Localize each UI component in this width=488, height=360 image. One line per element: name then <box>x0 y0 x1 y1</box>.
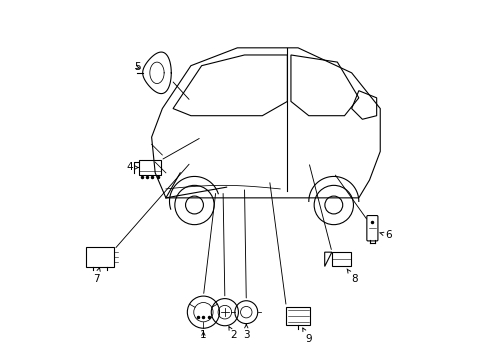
Bar <box>286 307 309 325</box>
Text: 8: 8 <box>346 269 357 284</box>
Text: 9: 9 <box>302 328 311 344</box>
Text: 2: 2 <box>228 327 237 341</box>
Text: 5: 5 <box>134 63 141 72</box>
Text: 4: 4 <box>126 162 139 172</box>
Bar <box>85 247 114 267</box>
Text: 7: 7 <box>93 268 100 284</box>
Text: 3: 3 <box>243 324 249 341</box>
Text: 1: 1 <box>200 330 206 341</box>
Text: 6: 6 <box>379 230 391 240</box>
